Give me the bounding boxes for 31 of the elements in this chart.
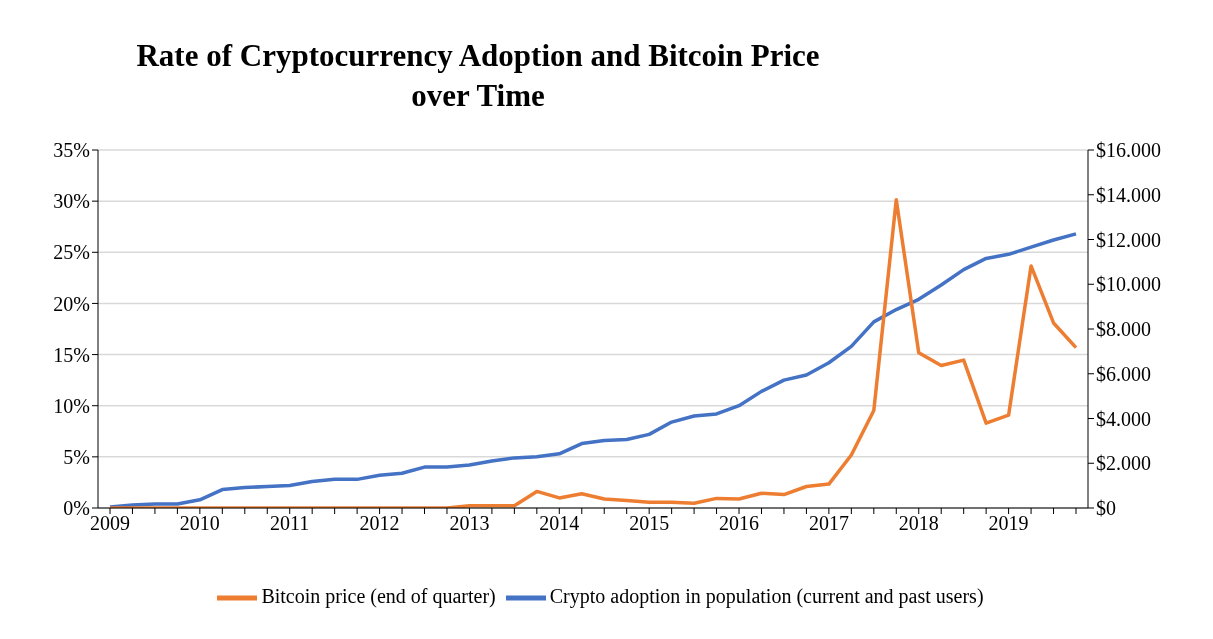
y2-tick-label: $14.000: [1096, 183, 1161, 206]
x-tick-label: 2014: [539, 512, 580, 535]
legend-label: Bitcoin price (end of quarter): [261, 584, 496, 607]
x-tick-label: 2013: [449, 512, 490, 535]
y-tick-label: 5%: [63, 445, 90, 468]
y2-tick-label: $16.000: [1096, 139, 1161, 162]
x-tick-label: 2016: [719, 512, 760, 535]
legend-label: Crypto adoption in population (current and past users): [549, 584, 984, 607]
x-tick-label: 2019: [988, 512, 1029, 535]
x-tick-label: 2017: [808, 512, 849, 535]
y2-tick-label: $2.000: [1096, 452, 1151, 475]
y2-tick-label: $8.000: [1096, 318, 1151, 341]
y-tick-label: 30%: [53, 190, 90, 213]
y-tick-label: 0%: [63, 497, 90, 520]
y-tick-label: 20%: [53, 292, 90, 315]
x-tick-label: 2009: [90, 512, 130, 535]
y-tick-label: 35%: [53, 139, 90, 162]
x-tick-label: 2011: [270, 512, 310, 535]
x-tick-label: 2015: [629, 512, 670, 535]
y-tick-label: 10%: [53, 394, 90, 417]
y2-tick-label: $6.000: [1096, 362, 1151, 385]
y-tick-label: 25%: [53, 241, 90, 264]
y2-tick-label: $4.000: [1096, 407, 1151, 430]
y2-tick-label: $0: [1096, 497, 1116, 520]
x-tick-label: 2010: [179, 512, 220, 535]
y2-tick-label: $12.000: [1096, 228, 1161, 251]
x-tick-label: 2012: [359, 512, 400, 535]
x-tick-label: 2018: [898, 512, 939, 535]
chart-title: Rate of Cryptocurrency Adoption and Bitcoin Price over Time: [135, 37, 821, 115]
y-tick-label: 15%: [53, 343, 90, 366]
y2-tick-label: $10.000: [1096, 273, 1161, 296]
